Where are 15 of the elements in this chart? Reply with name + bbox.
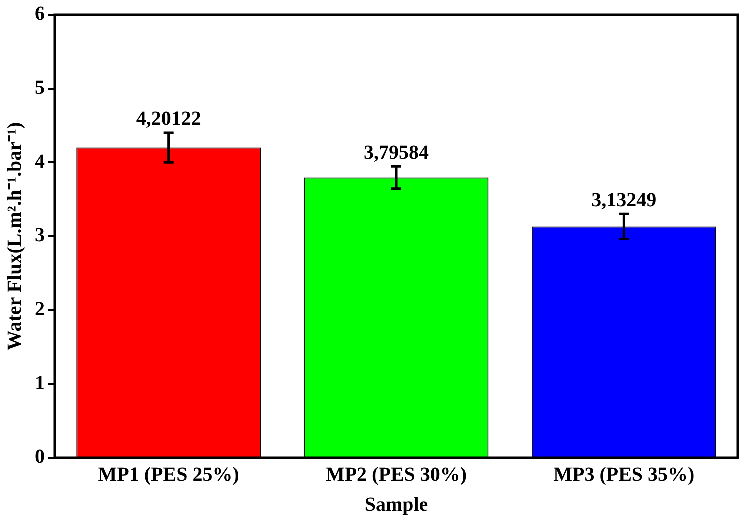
data-label: 4,20122	[136, 108, 202, 130]
x-tick-label: MP3 (PES 35%)	[554, 464, 695, 486]
data-label: 3,13249	[592, 189, 657, 212]
y-axis-title: Water Flux(L.m².h⁻¹.bar⁻¹)	[4, 122, 26, 351]
y-tick-label: 1	[35, 372, 45, 394]
data-label: 3,79584	[364, 142, 429, 164]
x-tick-label: MP1 (PES 25%)	[98, 464, 240, 486]
y-tick-label: 0	[35, 446, 45, 468]
y-tick-label: 6	[35, 3, 45, 26]
x-tick-label: MP2 (PES 30%)	[326, 464, 468, 486]
y-tick-label: 5	[35, 77, 45, 100]
y-tick-label: 3	[35, 224, 45, 247]
y-tick-label: 2	[35, 298, 45, 321]
y-tick-label: 4	[35, 150, 45, 173]
x-axis-title: Sample	[364, 494, 428, 516]
